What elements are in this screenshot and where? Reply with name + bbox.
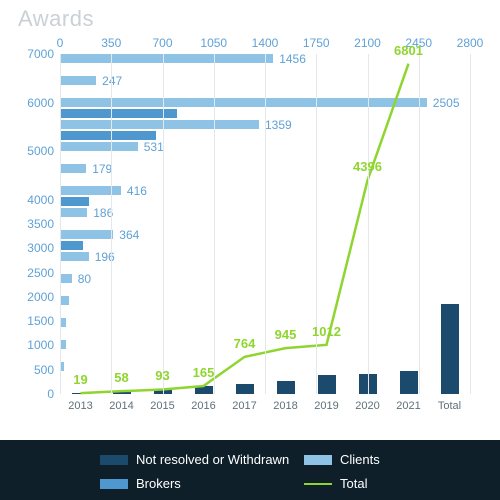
line-value-label: 93 xyxy=(155,368,169,383)
top-axis-tick: 1050 xyxy=(200,36,227,50)
left-axis-tick: 6000 xyxy=(10,96,54,110)
category-label: Total xyxy=(430,400,470,412)
legend-box-swatch xyxy=(100,455,128,465)
gridline xyxy=(163,54,164,394)
category-label: 2014 xyxy=(102,400,142,412)
category-label: 2017 xyxy=(225,400,265,412)
legend-item: Total xyxy=(304,476,367,491)
gridline xyxy=(60,54,61,394)
line-value-label: 1012 xyxy=(312,324,341,339)
category-label: 2018 xyxy=(266,400,306,412)
category-label: 2013 xyxy=(61,400,101,412)
left-axis-tick: 2000 xyxy=(10,290,54,304)
left-axis-tick: 5000 xyxy=(10,144,54,158)
top-axis-tick: 2100 xyxy=(354,36,381,50)
gridline xyxy=(265,54,266,394)
gridline xyxy=(111,54,112,394)
left-axis-tick: 0 xyxy=(10,387,54,401)
line-value-label: 58 xyxy=(114,370,128,385)
plot-region: 14562472505135953117941618636419680 0350… xyxy=(60,54,470,394)
top-axis-tick: 700 xyxy=(152,36,172,50)
top-axis-tick: 0 xyxy=(57,36,64,50)
awards-chart-card: Awards 145624725051359531179416186364196… xyxy=(0,0,500,500)
legend: Not resolved or Withdrawn Clients Brokers T… xyxy=(0,440,500,500)
legend-label: Not resolved or Withdrawn xyxy=(136,452,289,467)
line-value-label: 165 xyxy=(193,365,215,380)
left-axis-tick: 1000 xyxy=(10,338,54,352)
line-value-label: 6801 xyxy=(394,43,423,58)
left-axis-tick: 2500 xyxy=(10,266,54,280)
legend-label: Brokers xyxy=(136,476,181,491)
left-axis-tick: 500 xyxy=(10,363,54,377)
chart-area: 14562472505135953117941618636419680 0350… xyxy=(0,36,500,436)
legend-line-swatch xyxy=(304,483,332,485)
legend-label: Total xyxy=(340,476,367,491)
category-label: 2015 xyxy=(143,400,183,412)
line-value-label: 764 xyxy=(234,336,256,351)
line-value-label: 19 xyxy=(73,372,87,387)
page-title: Awards xyxy=(18,6,94,32)
legend-label: Clients xyxy=(340,452,380,467)
category-label: 2016 xyxy=(184,400,224,412)
left-axis-tick: 3000 xyxy=(10,241,54,255)
top-axis-tick: 1750 xyxy=(303,36,330,50)
legend-item: Clients xyxy=(304,452,380,467)
line-value-label: 4396 xyxy=(353,159,382,174)
legend-item: Brokers xyxy=(100,476,181,491)
gridline xyxy=(368,54,369,394)
top-axis-tick: 350 xyxy=(101,36,121,50)
category-label: 2019 xyxy=(307,400,347,412)
gridline xyxy=(316,54,317,394)
category-label: 2020 xyxy=(348,400,388,412)
gridline xyxy=(214,54,215,394)
left-axis-tick: 3500 xyxy=(10,217,54,231)
top-axis-tick: 2800 xyxy=(457,36,484,50)
gridline xyxy=(470,54,471,394)
category-label: 2021 xyxy=(389,400,429,412)
legend-box-swatch xyxy=(304,455,332,465)
left-axis-tick: 4000 xyxy=(10,193,54,207)
left-axis-tick: 7000 xyxy=(10,47,54,61)
left-axis-tick: 1500 xyxy=(10,314,54,328)
legend-box-swatch xyxy=(100,479,128,489)
line-value-label: 945 xyxy=(275,327,297,342)
top-axis-tick: 1400 xyxy=(252,36,279,50)
legend-bg xyxy=(0,440,500,500)
legend-item: Not resolved or Withdrawn xyxy=(100,452,289,467)
gridline xyxy=(419,54,420,394)
